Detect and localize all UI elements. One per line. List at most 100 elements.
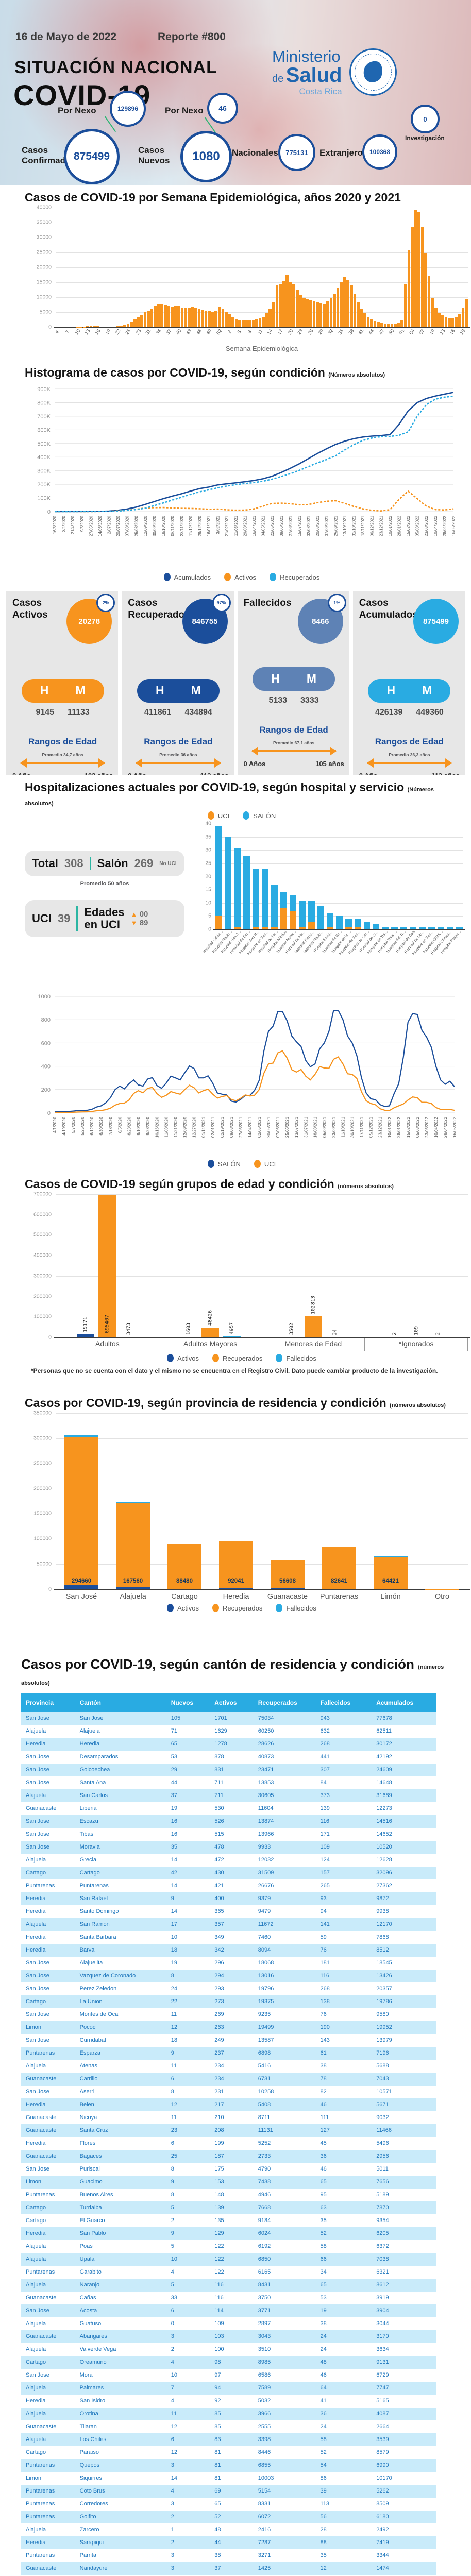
y-tick-label: 600000 — [33, 1211, 52, 1218]
table-cell: Paraiso — [79, 2449, 99, 2455]
table-cell: 3398 — [258, 2436, 271, 2443]
x-tick-label: 23/03/2022 — [425, 1116, 429, 1138]
table-row: Alajuela Poas 5 122 6192 58 6372 — [21, 2240, 436, 2253]
grid-line — [56, 1276, 468, 1277]
table-cell: 3 — [171, 2552, 174, 2558]
bar — [231, 317, 234, 327]
salon-segment — [335, 916, 343, 929]
table-cell: 14 — [171, 1883, 177, 1889]
x-tick-label: 29/12/2020 — [197, 515, 202, 536]
bar — [258, 318, 262, 327]
stacked-bar — [373, 924, 380, 929]
table-cell: La Union — [79, 1998, 103, 2005]
por-nexo-nuevos-value: 46 — [207, 93, 238, 124]
x-tick-label: 22/05/2021 — [270, 515, 275, 536]
table-cell: San Jose — [79, 1715, 104, 1721]
m-label: M — [191, 684, 201, 698]
table-cell: 52 — [320, 2449, 327, 2455]
table-cell: 109 — [214, 2320, 224, 2327]
h-value: 9145 — [36, 707, 55, 717]
x-tick-label: 3/4/2020 — [62, 515, 66, 532]
bar — [299, 295, 302, 327]
table-cell: 9032 — [376, 2114, 389, 2121]
extranjeros-value: 100368 — [362, 134, 397, 170]
nacionales-value: 775131 — [278, 134, 315, 171]
table-header-cell: Nuevos — [171, 1699, 194, 1706]
table-cell: 141 — [320, 1921, 330, 1927]
y-tick-label: 200000 — [33, 1293, 52, 1299]
table-cell: 7656 — [376, 2179, 389, 2185]
bar — [167, 306, 171, 327]
table-cell: 530 — [214, 1805, 224, 1811]
table-cell: 6180 — [376, 2514, 389, 2520]
y-tick-label: 35 — [205, 834, 211, 840]
x-tick-label: 13/10/2021 — [343, 515, 347, 536]
extranjeros-label: Extranjeros — [319, 148, 368, 158]
table-cell: 22 — [171, 1998, 177, 2005]
prov-categories: San José Alajuela Cartago Heredia Guanacaste… — [56, 1592, 468, 1601]
salon-segment — [438, 926, 445, 929]
y-tick-label: 200000 — [33, 1485, 52, 1492]
table-cell: Upala — [79, 2256, 95, 2262]
bar — [279, 284, 282, 327]
bar-value-label: 109 — [413, 1326, 419, 1335]
table-cell: 1701 — [214, 1715, 227, 1721]
table-row: San Jose Curridabat 18 249 13587 143 13979 — [21, 2034, 436, 2047]
table-cell: 7747 — [376, 2385, 389, 2391]
table-cell: 7 — [171, 2385, 174, 2391]
line-series-UCI — [54, 1050, 455, 1113]
table-cell: 293 — [214, 1986, 224, 1992]
weekly-chart-title: Casos de COVID-19 por Semana Epidemiológ… — [25, 191, 401, 204]
legend-dot-icon — [243, 811, 250, 820]
bar — [380, 323, 383, 327]
table-cell: 13966 — [258, 1831, 274, 1837]
table-cell: San Jose — [26, 1960, 49, 1966]
age-min: 0 Año — [128, 772, 146, 775]
salon-segment — [428, 926, 435, 929]
bar-value-label: 2 — [435, 1332, 441, 1335]
table-cell: 7460 — [258, 1934, 271, 1940]
bar — [340, 282, 343, 327]
table-cell: 4 — [171, 2488, 174, 2494]
y-tick-label: 700000 — [33, 1191, 52, 1197]
bar-wrap: 3502 — [283, 1194, 300, 1337]
bar-value-label: 34 — [332, 1329, 338, 1335]
table-cell: 6731 — [258, 2076, 271, 2082]
table-cell: Esparza — [79, 2050, 100, 2056]
table-cell: 5408 — [258, 2102, 271, 2108]
table-cell: Guanacaste — [26, 2295, 57, 2301]
bar — [137, 317, 140, 327]
table-cell: 210 — [214, 2114, 224, 2121]
rangos-label: Rangos de Edad — [144, 736, 213, 747]
table-cell: 12 — [320, 2565, 327, 2571]
bar — [164, 304, 167, 327]
table-row: Alajuela Grecia 14 472 12032 124 12628 — [21, 1854, 436, 1867]
category-label: Adultos — [56, 1337, 159, 1351]
h-label: H — [271, 672, 280, 686]
bar — [353, 294, 357, 327]
bar-value-label: 82641 — [331, 1578, 347, 1584]
x-tick-label: 20/07/2020 — [116, 515, 121, 536]
salon-segment — [456, 926, 463, 929]
bar — [154, 306, 157, 327]
table-cell: 19 — [171, 1805, 177, 1811]
table-cell: Heredia — [26, 2102, 46, 2108]
table-cell: Nicoya — [79, 2114, 97, 2121]
bar-value-label: 92041 — [228, 1578, 244, 1584]
x-tick-label: 23/11/2020 — [179, 515, 184, 536]
stacked-bar — [382, 926, 389, 929]
table-cell: 231 — [214, 2089, 224, 2095]
costa-rica-map-icon — [361, 59, 385, 84]
salon-segment — [400, 926, 408, 929]
legend-item: Fallecidos — [276, 1604, 316, 1612]
activos-segment — [271, 1588, 305, 1589]
table-cell: San Jose — [26, 2089, 49, 2095]
card-percent-badge: 1% — [327, 594, 346, 612]
bar — [360, 309, 363, 327]
table-cell: Buenos Aires — [79, 2192, 113, 2198]
confirmados-value: 875499 — [64, 129, 120, 184]
table-cell: Abangares — [79, 2333, 107, 2340]
table-cell: Alajuela — [26, 2320, 46, 2327]
age-min: 0 Año — [12, 772, 31, 775]
